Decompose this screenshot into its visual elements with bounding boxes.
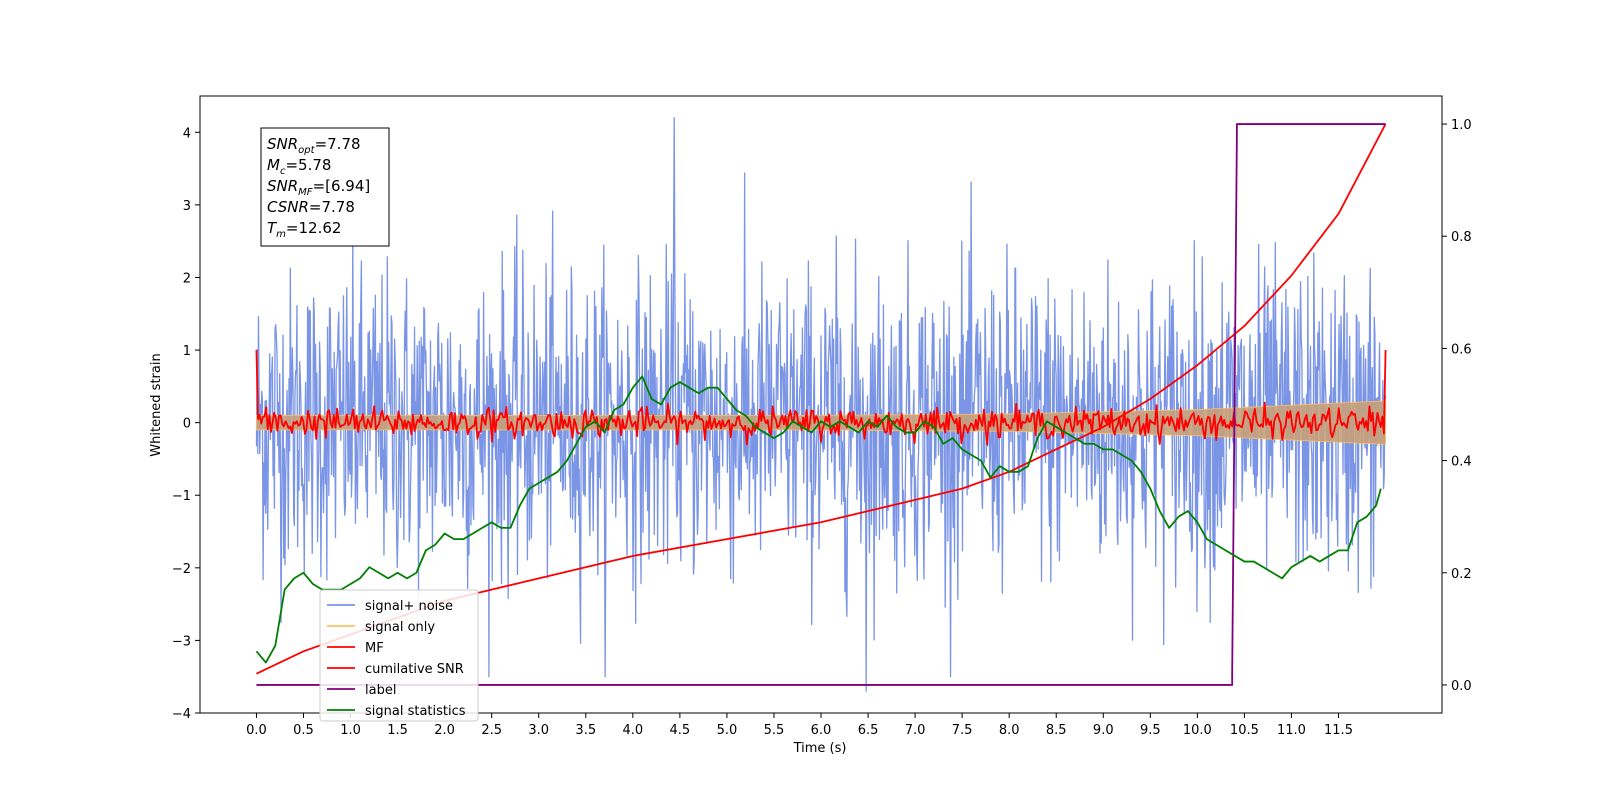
- x-tick-label: 2.5: [481, 723, 502, 738]
- x-tick-label: 10.5: [1230, 723, 1259, 738]
- y-right-tick-label: 1.0: [1451, 118, 1472, 133]
- x-tick-label: 1.5: [387, 723, 408, 738]
- x-tick-label: 5.0: [717, 723, 738, 738]
- legend-label: MF: [365, 641, 384, 656]
- x-tick-label: 7.0: [905, 723, 926, 738]
- legend-label: signal only: [365, 620, 435, 635]
- info-box-line: SNRopt=7.78: [267, 135, 361, 156]
- x-tick-label: 3.0: [528, 723, 549, 738]
- info-box-line: SNRMF=[6.94]: [267, 177, 370, 198]
- plot-area: [255, 117, 1387, 692]
- y-right-tick-label: 0.0: [1451, 679, 1472, 694]
- series-line-signal-statistics: [255, 375, 1382, 664]
- y-right-tick-label: 0.4: [1451, 455, 1472, 470]
- x-tick-label: 10.0: [1183, 723, 1212, 738]
- legend-frame: [319, 589, 479, 722]
- x-tick-label: 1.0: [340, 723, 361, 738]
- legend-label: cumilative SNR: [365, 662, 464, 677]
- y-right-tick-label: 0.2: [1451, 567, 1472, 582]
- x-tick-label: 11.0: [1277, 723, 1306, 738]
- y-left-tick-label: −3: [172, 634, 191, 649]
- info-box-frame: [260, 127, 390, 247]
- x-tick-label: 7.5: [952, 723, 973, 738]
- y-right-tick-label: 0.8: [1451, 230, 1472, 245]
- x-axis-label: Time (s): [793, 741, 847, 756]
- x-tick-label: 2.0: [434, 723, 455, 738]
- x-tick-label: 9.5: [1140, 723, 1161, 738]
- y-left-tick-label: −2: [172, 562, 191, 577]
- legend-label: signal+ noise: [365, 599, 453, 614]
- x-tick-label: 6.0: [811, 723, 832, 738]
- legend: signal+ noise signal only MF cumilative SNR…: [319, 589, 479, 722]
- y-right-tick-label: 0.6: [1451, 342, 1472, 357]
- x-tick-label: 0.0: [246, 723, 267, 738]
- series-line-label: [256, 123, 1386, 686]
- x-tick-label: 9.0: [1093, 723, 1114, 738]
- y-left-tick-label: −4: [172, 707, 191, 722]
- x-tick-label: 3.5: [575, 723, 596, 738]
- x-tick-label: 6.5: [858, 723, 879, 738]
- x-tick-label: 8.0: [999, 723, 1020, 738]
- x-tick-label: 8.5: [1046, 723, 1067, 738]
- info-box-line: CSNR=7.78: [267, 198, 355, 216]
- series-line-signal-noise: [255, 117, 1387, 692]
- series-line-mf: [255, 350, 1387, 446]
- y-left-tick-label: 1: [183, 344, 191, 359]
- legend-label: signal statistics: [365, 704, 466, 719]
- axis-ticks: 0.0 0.5 1.0 1.5 2.0 2.5 3.0 3.5 4.0 4.5 5.0 5.5 6.0 6…: [172, 118, 1472, 738]
- y-axis-label: Whitened strain: [149, 353, 164, 456]
- y-left-tick-label: 2: [183, 271, 191, 286]
- y-left-tick-label: 0: [183, 417, 191, 432]
- y-left-tick-label: 3: [183, 199, 191, 214]
- x-tick-label: 4.0: [622, 723, 643, 738]
- y-left-tick-label: 4: [183, 126, 191, 141]
- legend-label: label: [365, 683, 396, 698]
- info-box-line: Mc=5.78: [267, 156, 331, 177]
- x-tick-label: 0.5: [293, 723, 314, 738]
- info-box-line: Tm=12.62: [267, 219, 341, 240]
- x-tick-label: 5.5: [764, 723, 785, 738]
- y-left-tick-label: −1: [172, 489, 191, 504]
- x-tick-label: 11.5: [1324, 723, 1353, 738]
- x-tick-label: 4.5: [670, 723, 691, 738]
